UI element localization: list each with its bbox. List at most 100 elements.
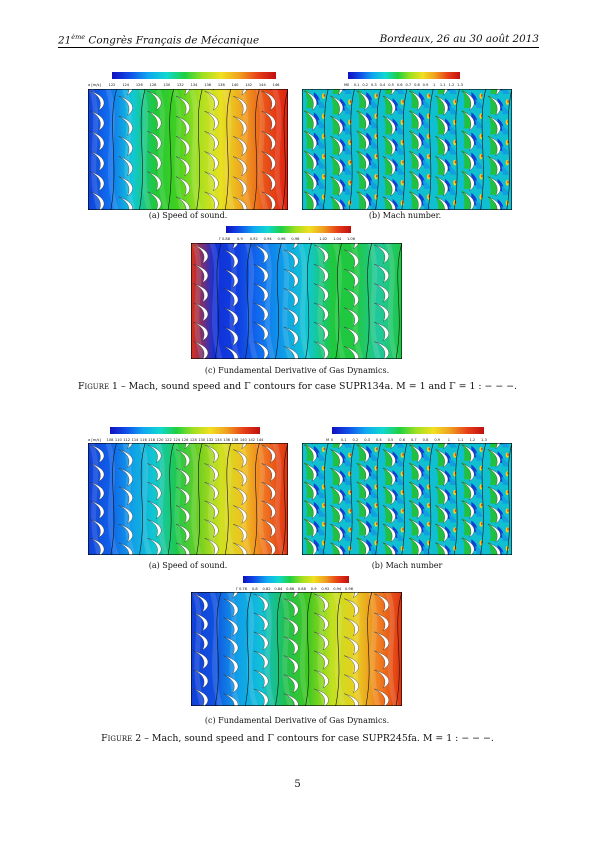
contour-band: [209, 243, 223, 359]
contour-band: [396, 125, 405, 135]
contour-band: [280, 243, 293, 359]
contour-band: [488, 485, 499, 504]
contour-band: [422, 139, 431, 149]
blade-profile: [204, 444, 219, 464]
contour-band: [383, 135, 394, 155]
passage-line: [395, 592, 402, 706]
colorbar-tick-label: 146: [272, 83, 280, 87]
contour-band: [435, 175, 446, 195]
blade-profile: [204, 519, 219, 538]
contour-band: [501, 551, 507, 555]
contour-band: [383, 95, 394, 115]
contour-band: [105, 443, 119, 555]
colorbar-tick-label: 136: [223, 438, 231, 442]
contour-band: [437, 89, 446, 95]
passage-line: [335, 592, 343, 706]
blade-profile: [261, 131, 276, 151]
figure2-subcaption-c: (c) Fundamental Derivative of Gas Dynami…: [204, 716, 390, 725]
contour-band: [462, 461, 473, 480]
blade-profile: [435, 136, 449, 157]
colorbar-tick-label: 112: [123, 438, 131, 442]
contour-band: [376, 174, 378, 178]
passage-line: [506, 89, 512, 210]
colorbar-tick-label: 128: [149, 83, 157, 87]
contour-band: [357, 189, 368, 209]
contour-band: [344, 165, 352, 175]
contour-band: [344, 532, 352, 541]
contour-band: [481, 447, 483, 451]
blade-profile: [374, 688, 389, 706]
contour-band: [435, 115, 446, 135]
blade-profile: [409, 131, 422, 151]
figure1-caption: Figure 1 – Mach, sound speed and Γ conto…: [0, 381, 595, 392]
blade-profile: [118, 505, 133, 524]
blade-profile: [382, 486, 396, 506]
colorbar-tick-label: 0.1: [340, 438, 347, 442]
contour-band: [105, 89, 119, 210]
blade-profile: [261, 482, 276, 501]
blade-profile: [223, 288, 239, 308]
colorbar-tick-label: 0.4: [379, 83, 386, 87]
blade-profile: [90, 90, 105, 111]
passage-line: [196, 89, 203, 210]
contour-band: [344, 513, 352, 523]
blade-profile: [382, 505, 396, 524]
colorbar-tick-label: 1.3: [457, 83, 463, 87]
contour-band: [349, 509, 352, 512]
passage-line: [365, 592, 373, 706]
blade-profile: [313, 688, 329, 706]
passage-line: [322, 89, 329, 210]
contour-band: [409, 109, 420, 129]
colorbar-tick-label: 130: [163, 83, 171, 87]
blade-profile: [292, 243, 299, 250]
contour-band: [481, 154, 483, 158]
contour-band: [488, 504, 499, 523]
blade-profile: [374, 593, 389, 613]
contour-band: [255, 443, 269, 555]
blade-profile: [147, 171, 162, 192]
blade-profile: [313, 322, 329, 342]
plot-frame: [88, 443, 288, 555]
blade-profile: [356, 482, 370, 501]
passage-line: [401, 89, 408, 210]
passage-line: [110, 89, 117, 210]
contour-band: [383, 467, 394, 485]
colorbar-tick-label: 1.2: [448, 83, 455, 87]
contour-band: [396, 551, 402, 555]
contour-band: [304, 109, 315, 129]
blade-profile: [90, 463, 105, 482]
contour-band: [462, 89, 473, 109]
colorbar-tick-label: 1.1: [439, 83, 446, 87]
blade-profile: [382, 116, 396, 136]
contour-band: [344, 551, 350, 555]
contour-band: [323, 154, 326, 158]
blade-profile: [147, 90, 162, 111]
passage-line: [453, 89, 460, 210]
colorbar-tick-label: 140: [231, 83, 239, 87]
blade-profile: [409, 171, 422, 192]
contour-band: [344, 105, 352, 115]
blade-profile: [223, 268, 239, 288]
contour-band: [396, 185, 405, 195]
colorbar-tick-label: 1.06: [346, 237, 356, 241]
blade-profile: [193, 631, 209, 651]
blade-profile: [313, 283, 329, 303]
blade-profile: [223, 636, 239, 656]
contour-band: [344, 443, 352, 448]
contour-band: [488, 135, 499, 155]
blade-profile: [261, 463, 276, 482]
blade-profile: [184, 443, 190, 450]
contour-band: [475, 119, 484, 129]
contour-band: [449, 457, 457, 467]
figure1-panel-speed-of-sound: a [m/s] 122 124 126 128 130 132 134 136 138 140 14…: [88, 72, 288, 210]
contour-band: [315, 592, 328, 706]
blade-profile: [461, 538, 475, 555]
blade-profile: [204, 90, 219, 111]
passage-line: [375, 443, 382, 555]
blade-profile: [382, 176, 396, 197]
contour-band: [323, 94, 326, 97]
blade-profile: [344, 598, 359, 618]
blade-profile: [461, 519, 475, 538]
contour-band: [317, 99, 326, 109]
blade-profile: [261, 171, 276, 192]
